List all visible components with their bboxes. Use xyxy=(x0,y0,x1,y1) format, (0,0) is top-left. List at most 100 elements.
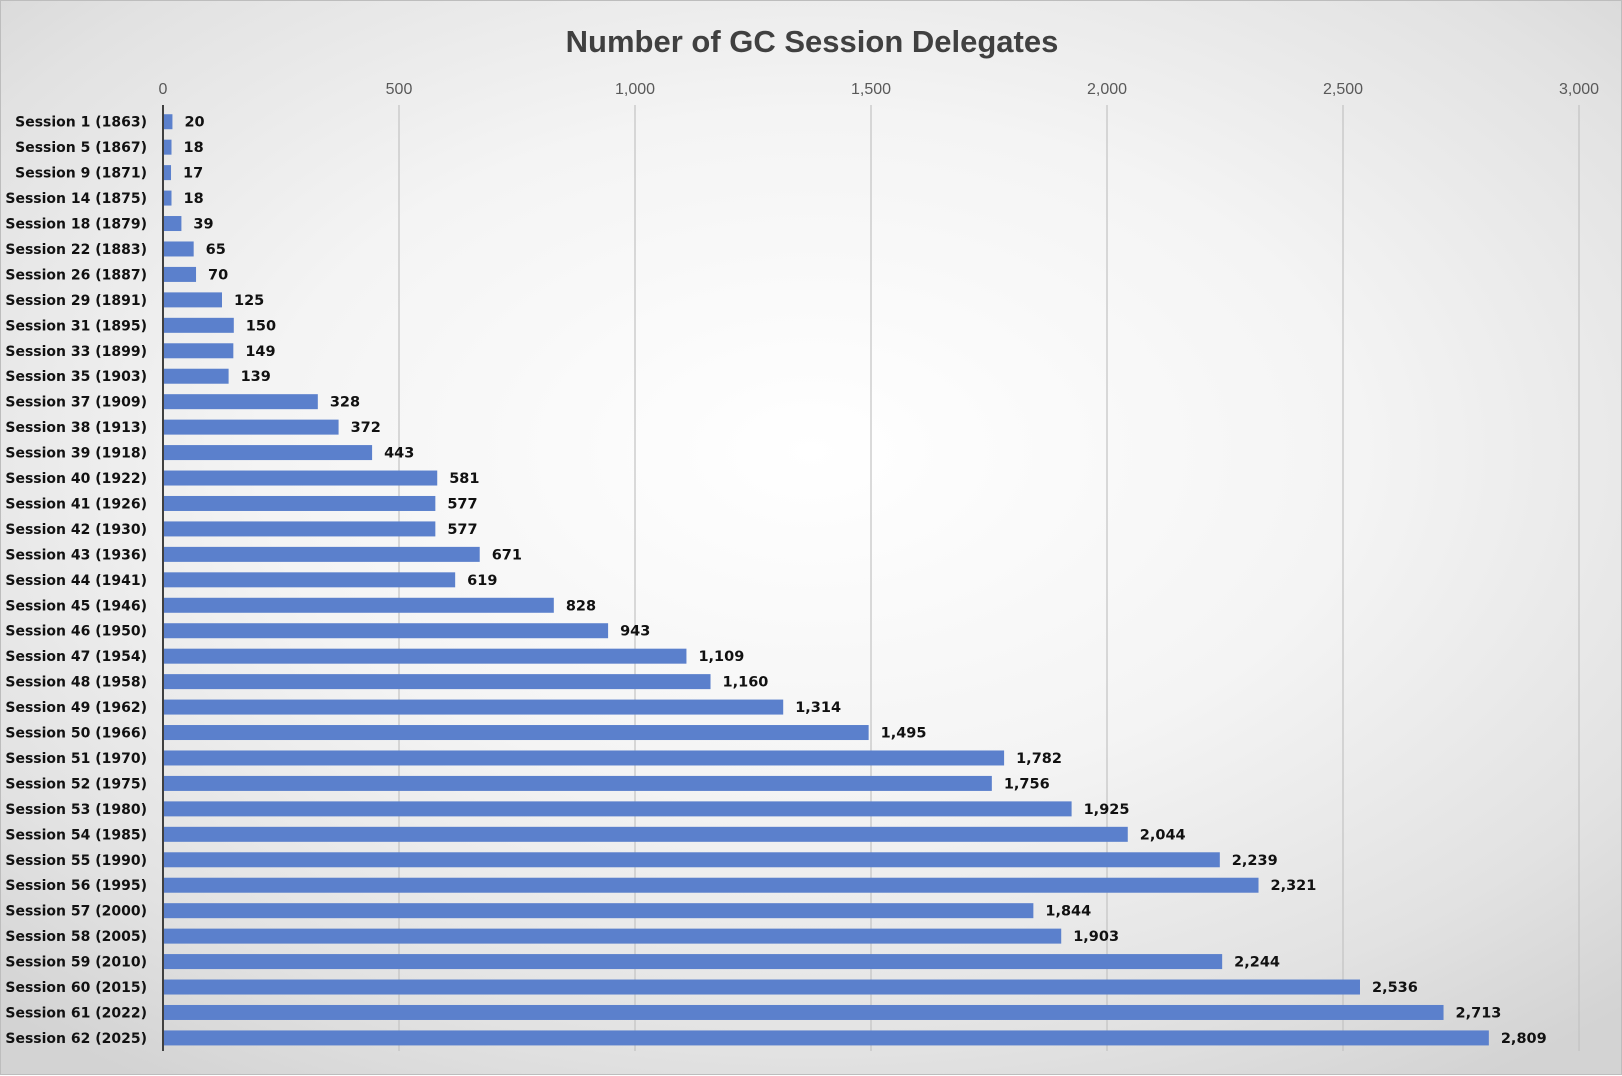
bar xyxy=(163,979,1360,995)
bar xyxy=(163,572,456,588)
category-label: Session 53 (1980) xyxy=(5,802,147,818)
category-label: Session 5 (1867) xyxy=(15,140,147,156)
bar xyxy=(163,699,784,715)
category-label: Session 29 (1891) xyxy=(5,293,147,309)
category-label: Session 59 (2010) xyxy=(5,955,147,971)
bar xyxy=(163,139,172,155)
category-label: Session 49 (1962) xyxy=(5,700,147,716)
category-label: Session 9 (1871) xyxy=(15,166,147,182)
data-label: 581 xyxy=(449,471,479,487)
data-label: 139 xyxy=(241,369,271,385)
category-label: Session 51 (1970) xyxy=(5,751,147,767)
category-label: Session 42 (1930) xyxy=(5,522,147,538)
category-label: Session 46 (1950) xyxy=(5,624,147,640)
category-label: Session 38 (1913) xyxy=(5,420,147,436)
data-label: 18 xyxy=(183,140,203,156)
bar xyxy=(163,826,1128,842)
category-label: Session 58 (2005) xyxy=(5,929,147,945)
bar xyxy=(163,419,339,435)
bar xyxy=(163,368,229,384)
bar xyxy=(163,266,197,282)
data-label: 1,756 xyxy=(1004,776,1050,792)
x-tick-label: 1,000 xyxy=(615,81,655,98)
x-tick-label: 1,500 xyxy=(851,81,891,98)
bar xyxy=(163,954,1223,970)
category-label: Session 55 (1990) xyxy=(5,853,147,869)
category-label: Session 57 (2000) xyxy=(5,904,147,920)
category-label: Session 37 (1909) xyxy=(5,395,147,411)
x-tick-label: 500 xyxy=(386,81,413,98)
data-label: 577 xyxy=(447,522,477,538)
category-label: Session 14 (1875) xyxy=(5,191,147,207)
x-tick-label: 3,000 xyxy=(1559,81,1599,98)
data-label: 443 xyxy=(384,446,414,462)
data-label: 2,536 xyxy=(1372,980,1418,996)
bars xyxy=(163,114,1489,1046)
data-label: 1,160 xyxy=(723,675,769,691)
bar xyxy=(163,317,234,333)
data-label: 150 xyxy=(246,318,276,334)
category-label: Session 18 (1879) xyxy=(5,217,147,233)
data-label: 18 xyxy=(183,191,203,207)
bar xyxy=(163,495,436,511)
chart-title: Number of GC Session Delegates xyxy=(566,24,1059,59)
category-label: Session 22 (1883) xyxy=(5,242,147,258)
data-label: 1,782 xyxy=(1016,751,1062,767)
bar xyxy=(163,1004,1444,1020)
bar xyxy=(163,292,222,308)
bar xyxy=(163,623,609,639)
data-label: 619 xyxy=(467,573,497,589)
bar xyxy=(163,470,438,486)
x-tick-label: 2,000 xyxy=(1087,81,1127,98)
data-label: 828 xyxy=(566,598,596,614)
data-label: 2,809 xyxy=(1501,1031,1547,1047)
data-label: 70 xyxy=(208,267,228,283)
data-label: 1,495 xyxy=(881,726,927,742)
x-tick-label: 2,500 xyxy=(1323,81,1363,98)
category-label: Session 31 (1895) xyxy=(5,318,147,334)
data-label: 943 xyxy=(620,624,650,640)
bar xyxy=(163,394,318,410)
bar xyxy=(163,903,1034,919)
bar xyxy=(163,674,711,690)
bar xyxy=(163,546,480,562)
data-label: 65 xyxy=(206,242,226,258)
category-label: Session 43 (1936) xyxy=(5,547,147,563)
data-label: 1,109 xyxy=(698,649,744,665)
data-label: 125 xyxy=(234,293,264,309)
category-label: Session 35 (1903) xyxy=(5,369,147,385)
category-label: Session 47 (1954) xyxy=(5,649,147,665)
bar xyxy=(163,190,172,206)
bar xyxy=(163,928,1062,944)
data-label: 1,925 xyxy=(1084,802,1130,818)
category-label: Session 41 (1926) xyxy=(5,496,147,512)
data-label: 1,844 xyxy=(1045,904,1091,920)
x-tick-label: 0 xyxy=(159,81,168,98)
data-label: 2,713 xyxy=(1456,1005,1502,1021)
bar xyxy=(163,852,1220,868)
data-label: 39 xyxy=(193,217,213,233)
data-label: 2,044 xyxy=(1140,827,1186,843)
category-label: Session 44 (1941) xyxy=(5,573,147,589)
category-label: Session 1 (1863) xyxy=(15,115,147,131)
category-label: Session 33 (1899) xyxy=(5,344,147,360)
bar xyxy=(163,241,194,257)
x-axis-ticks: 0 500 1,000 1,500 2,000 2,500 3,000 xyxy=(159,81,1600,98)
bar xyxy=(163,165,172,181)
category-label: Session 48 (1958) xyxy=(5,675,147,691)
category-label: Session 40 (1922) xyxy=(5,471,147,487)
category-label: Session 26 (1887) xyxy=(5,267,147,283)
category-label: Session 45 (1946) xyxy=(5,598,147,614)
bar xyxy=(163,648,687,664)
data-label: 577 xyxy=(447,496,477,512)
category-label: Session 61 (2022) xyxy=(5,1005,147,1021)
data-label: 149 xyxy=(245,344,275,360)
bar xyxy=(163,114,173,130)
bar xyxy=(163,521,436,537)
category-label: Session 56 (1995) xyxy=(5,878,147,894)
category-label: Session 50 (1966) xyxy=(5,726,147,742)
data-label: 328 xyxy=(330,395,360,411)
